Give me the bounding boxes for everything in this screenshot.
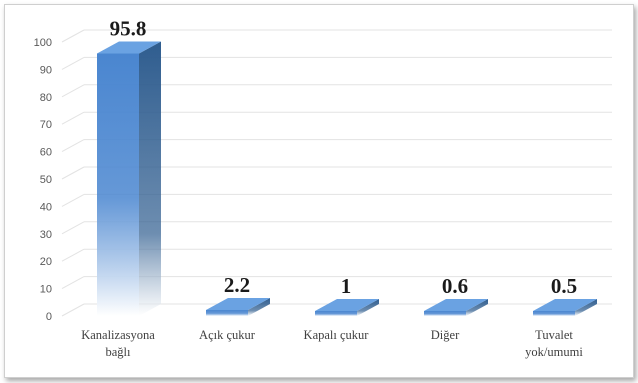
bar-top (315, 299, 379, 311)
data-label: 0.5 (551, 274, 577, 298)
bar-side (248, 297, 270, 316)
gridline-depth (61, 193, 85, 207)
bar-top (206, 297, 270, 310)
y-axis-tick-labels: 0 10 20 30 40 50 60 70 80 90 100 (34, 37, 52, 323)
bar-front (533, 311, 575, 316)
y-tick-label: 100 (34, 37, 52, 49)
category-label: Diğer (431, 328, 460, 342)
gridline-depth (61, 29, 85, 43)
gridlines (61, 29, 612, 317)
bar (206, 297, 270, 316)
y-tick-label: 40 (40, 201, 52, 213)
y-tick-label: 50 (40, 174, 52, 186)
bar (97, 41, 161, 317)
bar-front (424, 311, 466, 316)
gridline-depth (61, 111, 85, 125)
bar-side (139, 41, 161, 317)
bar (533, 299, 597, 316)
data-label: 0.6 (442, 274, 468, 298)
bar (315, 299, 379, 316)
data-label: 1 (341, 274, 352, 298)
category-label: Tuvalet yok/umumi (525, 328, 583, 359)
gridline-depth (61, 221, 85, 235)
bar-front (206, 309, 248, 316)
y-tick-label: 20 (40, 256, 52, 268)
bar-top (97, 41, 161, 54)
category-label: Kapalı çukur (304, 328, 370, 342)
y-tick-label: 0 (46, 311, 52, 323)
bar-top (424, 299, 488, 311)
data-label: 2.2 (224, 273, 250, 297)
y-tick-label: 10 (40, 284, 52, 296)
data-labels: 95.8 2.2 1 0.6 0.5 (110, 17, 578, 298)
y-tick-label: 70 (40, 119, 52, 131)
category-label: Kanalizasyona bağlı (81, 328, 155, 359)
y-tick-label: 80 (40, 92, 52, 104)
bar-side (575, 299, 597, 316)
bar-front (97, 53, 139, 317)
x-axis-category-labels: Kanalizasyona bağlı Açık çukur Kapalı çukur… (81, 328, 583, 359)
gridline-depth (61, 139, 85, 153)
data-label: 95.8 (110, 17, 147, 41)
category-label: Açık çukur (199, 328, 256, 342)
y-tick-label: 60 (40, 147, 52, 159)
bars (97, 41, 597, 317)
gridline-depth (61, 166, 85, 180)
gridline-depth (61, 303, 85, 317)
gridline-depth (61, 84, 85, 98)
gridline-depth (61, 56, 85, 70)
gridline-depth (61, 276, 85, 290)
bar (424, 299, 488, 316)
bar-side (357, 299, 379, 316)
bar-side (466, 299, 488, 316)
y-tick-label: 90 (40, 64, 52, 76)
bar-front (315, 311, 357, 316)
gridline-depth (61, 248, 85, 262)
bar-top (533, 299, 597, 311)
y-tick-label: 30 (40, 229, 52, 241)
